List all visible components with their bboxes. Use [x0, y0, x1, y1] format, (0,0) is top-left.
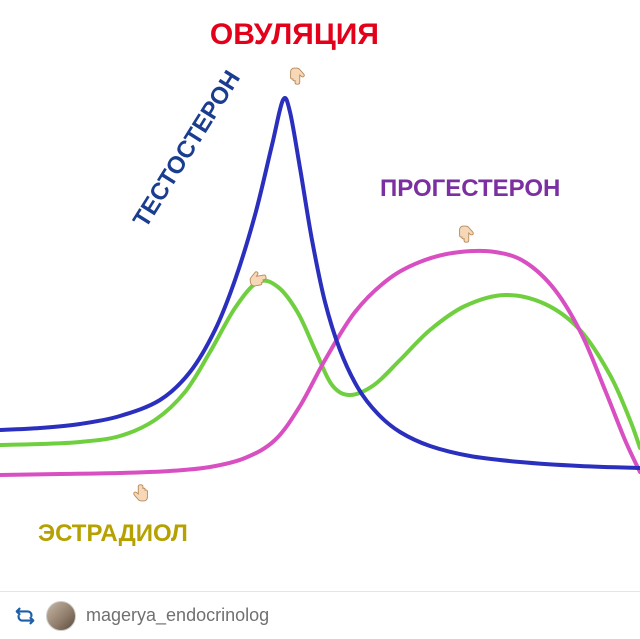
hormone-curves — [0, 0, 640, 580]
line-testosterone — [0, 98, 640, 468]
hand-icon — [455, 222, 477, 244]
avatar[interactable] — [46, 601, 76, 631]
hand-icon — [244, 266, 269, 291]
hormone-cycle-chart: { "title": { "text": "ОВУЛЯЦИЯ", "color"… — [0, 0, 640, 639]
footer-bar: magerya_endocrinolog — [0, 591, 640, 639]
hand-icon — [286, 64, 308, 86]
label-progesterone: ПРОГЕСТЕРОН — [380, 175, 560, 203]
hand-icon — [130, 483, 152, 505]
chart-area: ОВУЛЯЦИЯ ТЕСТОСТЕРОН ПРОГЕСТЕРОН ЭСТРАДИ… — [0, 0, 640, 580]
title-ovulation: ОВУЛЯЦИЯ — [210, 18, 379, 52]
label-estradiol: ЭСТРАДИОЛ — [38, 520, 188, 548]
username[interactable]: magerya_endocrinolog — [86, 605, 269, 626]
repost-icon[interactable] — [14, 605, 36, 627]
